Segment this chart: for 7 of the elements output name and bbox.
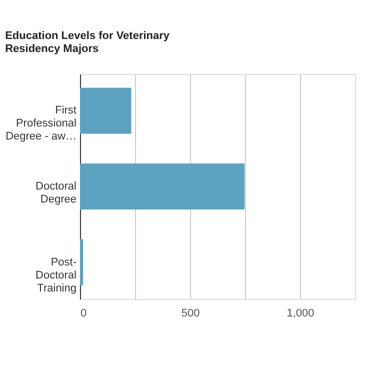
x-tick-label: 500 [181,308,200,320]
chart-title: Education Levels for Veterinary Residency Majors [5,30,170,55]
y-tick-label: Doctoral Degree [36,180,76,206]
y-tick-label: First Professional Degree - aw… [6,104,76,143]
x-tick-label: 0 [80,308,87,320]
y-tick-label: Post-Doctoral Training [36,256,77,294]
x-tick-label: 1,000 [286,308,314,320]
